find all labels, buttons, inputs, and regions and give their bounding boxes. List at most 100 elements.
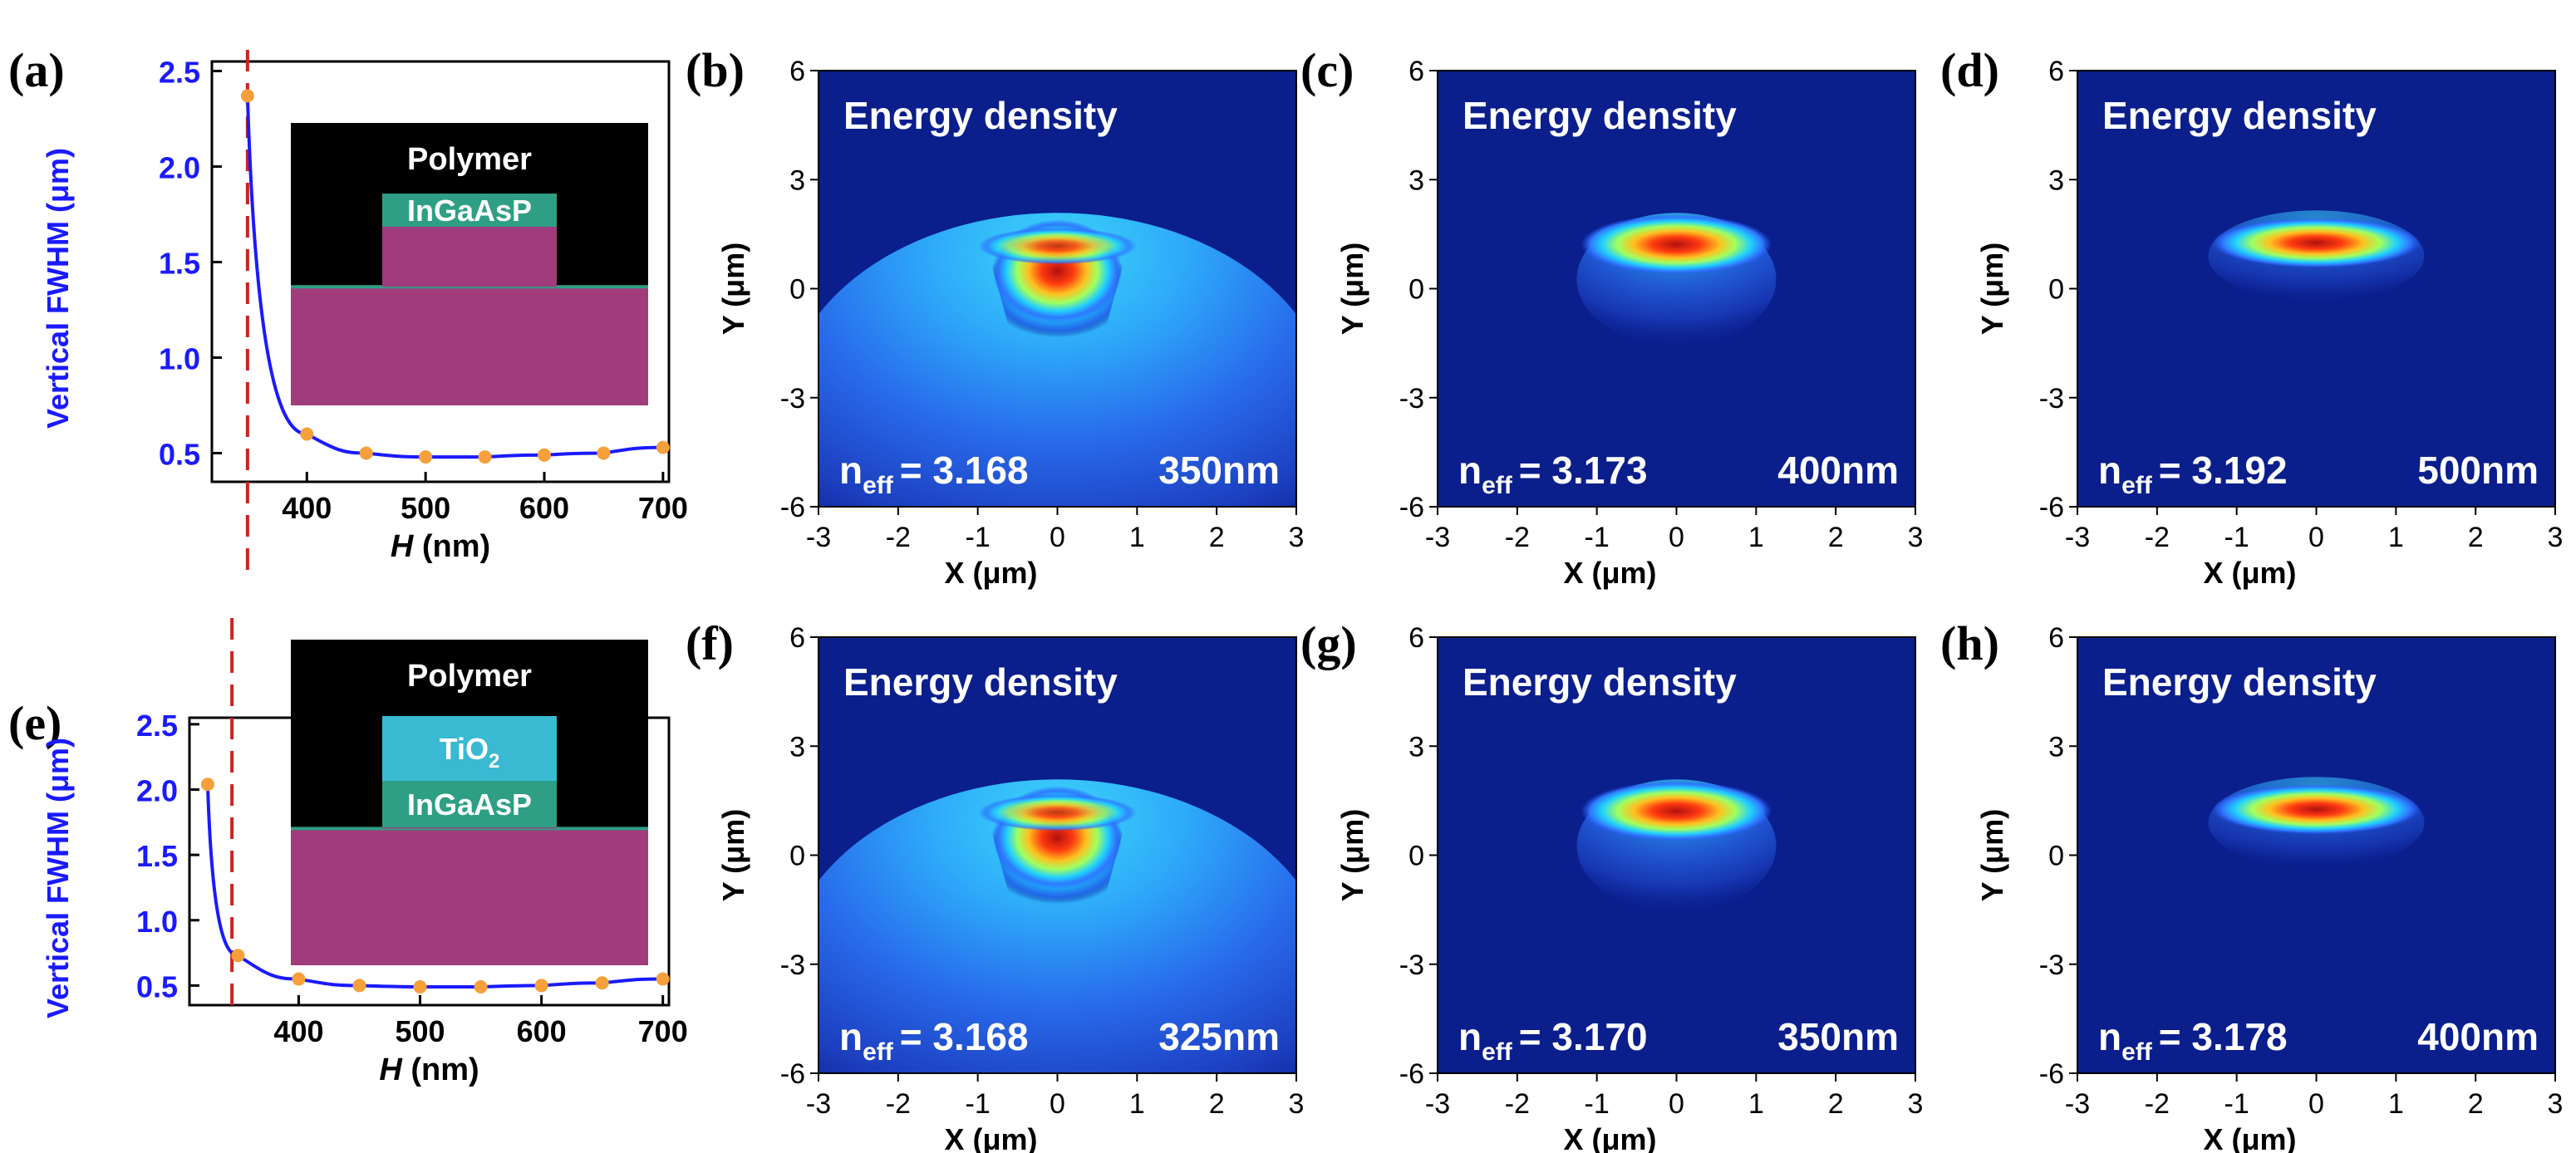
height-annotation: 400nm bbox=[1777, 449, 1899, 492]
neff-value: = 3.170 bbox=[1519, 1015, 1648, 1058]
neff-subscript: eff bbox=[2121, 472, 2153, 499]
x-tick-label: 0 bbox=[1050, 1088, 1065, 1120]
inset-layer-0 bbox=[382, 194, 557, 227]
neff-annotation: neff = 3.173 bbox=[1458, 449, 1648, 499]
x-tick-label: 1 bbox=[1129, 522, 1145, 553]
neff-symbol: n bbox=[1458, 449, 1482, 492]
y-axis-label: Vertical FWHM (μm) bbox=[41, 738, 75, 1018]
x-axis-label: X (μm) bbox=[944, 556, 1037, 590]
panel-label: (d) bbox=[1940, 43, 1999, 97]
inset-layer-label-text: InGaAsP bbox=[407, 194, 532, 228]
y-tick-label: 1.5 bbox=[136, 839, 178, 873]
neff-symbol: n bbox=[2098, 1015, 2121, 1058]
height-annotation: 325nm bbox=[1158, 1015, 1280, 1058]
x-tick-label: 0 bbox=[1050, 522, 1065, 553]
x-tick-label: 2 bbox=[2468, 522, 2484, 553]
neff-symbol: n bbox=[2098, 449, 2121, 492]
panel-c: (c) Energy density neff = 3.173 400nm -3 -2 -1 0… bbox=[1300, 43, 1923, 590]
field-core bbox=[1581, 214, 1772, 275]
neff-subscript: eff bbox=[2121, 1038, 2153, 1066]
y-tick-label: 2.5 bbox=[159, 56, 200, 90]
field-cone bbox=[819, 779, 1296, 1073]
x-tick-label: -1 bbox=[2225, 522, 2249, 553]
fwhm-point bbox=[240, 89, 254, 103]
y-tick-label: 6 bbox=[1408, 622, 1424, 654]
inset-layer-label: InGaAsP bbox=[407, 194, 532, 228]
y-axis-label: Y (μm) bbox=[716, 809, 750, 901]
y-tick-label: 3 bbox=[1408, 731, 1424, 763]
y-tick-label: 3 bbox=[1408, 164, 1424, 196]
x-tick-label: -2 bbox=[2145, 1088, 2170, 1120]
x-tick-label: -3 bbox=[2065, 1088, 2090, 1120]
field-core-top bbox=[978, 228, 1137, 265]
fwhm-point bbox=[200, 778, 214, 792]
x-tick-label: 1 bbox=[1748, 522, 1764, 553]
x-tick-label: 3 bbox=[1289, 1088, 1305, 1120]
y-tick-label: -6 bbox=[1399, 492, 1424, 523]
panel-label: (f) bbox=[686, 616, 734, 670]
x-tick-label: -2 bbox=[886, 1088, 911, 1120]
inset-layer-0 bbox=[382, 716, 557, 781]
x-axis-label: H (nm) bbox=[379, 1052, 479, 1087]
y-tick-label: 3 bbox=[2048, 731, 2064, 763]
y-tick-label: 1.0 bbox=[159, 342, 200, 376]
field-core bbox=[2212, 218, 2421, 268]
fwhm-point bbox=[538, 448, 551, 462]
panel-label: (e) bbox=[8, 696, 61, 750]
y-tick-label: 0 bbox=[789, 841, 805, 872]
x-tick-label: 2 bbox=[1828, 1088, 1844, 1120]
height-annotation: 350nm bbox=[1777, 1015, 1899, 1058]
x-tick-label: 0 bbox=[2308, 1088, 2324, 1120]
inset-layer-label-main: TiO bbox=[440, 732, 489, 766]
field-cone bbox=[819, 213, 1296, 507]
x-tick-label: -3 bbox=[1425, 1088, 1450, 1120]
inset-layer-label: TiO2 bbox=[440, 732, 500, 773]
y-tick-label: 2.5 bbox=[136, 709, 178, 743]
panel-d: (d) Energy density neff = 3.192 500nm -3 -2 -1 0… bbox=[1940, 43, 2563, 590]
inset-layer-label: InGaAsP bbox=[407, 787, 532, 822]
x-tick-label: -2 bbox=[1505, 522, 1530, 553]
field-core bbox=[2212, 784, 2421, 835]
neff-annotation: neff = 3.192 bbox=[2098, 449, 2288, 499]
x-tick-label: 0 bbox=[1669, 1088, 1684, 1120]
x-tick-label: -1 bbox=[2225, 1088, 2249, 1120]
x-tick-label: 2 bbox=[1209, 522, 1225, 553]
x-tick-label: 700 bbox=[638, 491, 688, 525]
inset-polymer-label: Polymer bbox=[407, 142, 532, 177]
neff-annotation: neff = 3.168 bbox=[839, 1015, 1029, 1066]
heatmap-title: Energy density bbox=[843, 94, 1118, 137]
y-tick-label: -6 bbox=[2039, 1058, 2064, 1090]
x-tick-label: -2 bbox=[2145, 522, 2170, 553]
inset-layer-label-sub: 2 bbox=[489, 750, 499, 773]
x-tick-label: -3 bbox=[1425, 522, 1450, 553]
y-tick-label: 6 bbox=[1408, 56, 1424, 87]
y-tick-label: -3 bbox=[1399, 383, 1424, 415]
y-tick-label: 0 bbox=[2048, 841, 2064, 872]
y-tick-label: 1.5 bbox=[159, 247, 200, 281]
fwhm-point bbox=[656, 440, 670, 454]
heatmap-title: Energy density bbox=[1463, 660, 1737, 704]
height-annotation: 400nm bbox=[2417, 1015, 2539, 1058]
inset-layer-1 bbox=[382, 781, 557, 827]
x-tick-label: 500 bbox=[401, 491, 450, 525]
y-axis-label: Y (μm) bbox=[1335, 809, 1369, 901]
inset-polymer-label: Polymer bbox=[407, 659, 532, 694]
y-tick-label: -3 bbox=[780, 383, 805, 415]
neff-symbol: n bbox=[839, 449, 863, 492]
fwhm-point bbox=[359, 446, 373, 460]
x-tick-label: 1 bbox=[2388, 1088, 2404, 1120]
fwhm-point bbox=[413, 979, 427, 994]
field-profile bbox=[819, 779, 1296, 1073]
fwhm-point bbox=[474, 979, 488, 994]
x-tick-label: -3 bbox=[806, 1088, 831, 1120]
fwhm-point bbox=[292, 972, 306, 986]
field-core bbox=[1581, 781, 1772, 841]
x-tick-label: 0 bbox=[1669, 522, 1684, 553]
y-tick-label: 6 bbox=[2048, 56, 2064, 87]
field-profile bbox=[1576, 779, 1777, 913]
y-tick-label: 3 bbox=[2048, 164, 2064, 196]
x-tick-label: -1 bbox=[966, 1088, 991, 1120]
x-axis-label-unit: (nm) bbox=[402, 1052, 479, 1087]
field-core-top bbox=[978, 794, 1137, 832]
